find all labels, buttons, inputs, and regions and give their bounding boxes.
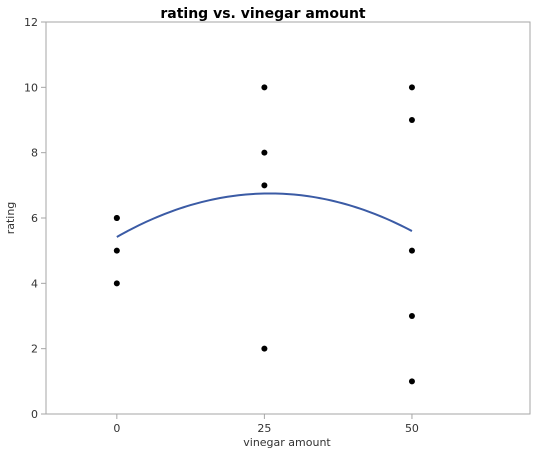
y-tick-label: 4 <box>31 277 38 290</box>
data-point <box>261 182 268 189</box>
y-tick-label: 2 <box>31 343 38 356</box>
y-tick-label: 6 <box>31 212 38 225</box>
x-tick-label: 50 <box>405 422 419 435</box>
data-point <box>113 280 120 287</box>
y-axis-label: rating <box>4 202 17 235</box>
quadratic-fit-line <box>116 192 413 238</box>
x-tick-label: 25 <box>257 422 271 435</box>
x-tick-label: 0 <box>113 422 120 435</box>
y-tick-label: 12 <box>24 16 38 29</box>
data-point <box>408 378 415 385</box>
x-axis-label: vinegar amount <box>243 436 331 449</box>
x-axis: 0 25 50 <box>113 414 419 435</box>
data-point <box>408 313 415 319</box>
data-point <box>261 345 268 352</box>
y-tick-label: 10 <box>24 81 38 94</box>
chart-title: rating vs. vinegar amount <box>160 6 366 22</box>
data-point <box>261 149 268 156</box>
data-points <box>113 84 415 385</box>
data-point <box>261 84 268 91</box>
data-point <box>408 117 415 123</box>
y-tick-label: 0 <box>31 408 38 421</box>
data-point <box>113 215 120 221</box>
data-point <box>408 247 415 254</box>
data-point <box>113 247 120 254</box>
y-tick-label: 8 <box>31 147 38 160</box>
data-point <box>408 84 415 91</box>
y-axis: 0 2 4 6 8 10 12 <box>24 16 46 421</box>
